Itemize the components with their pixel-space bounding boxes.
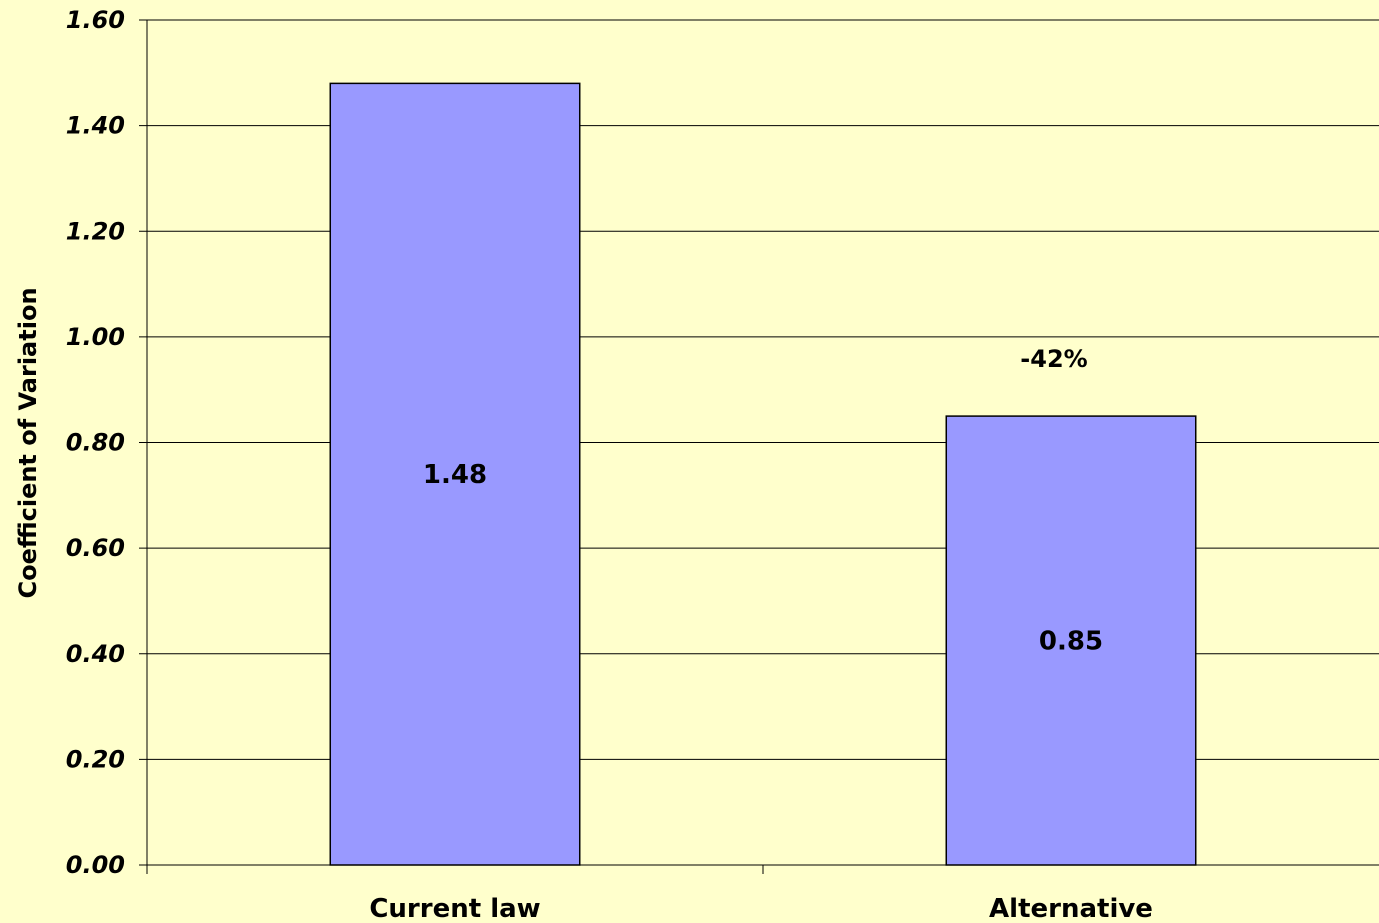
data-label: 0.85 <box>1039 627 1103 657</box>
y-tick-label: 0.80 <box>66 429 125 457</box>
y-tick-label: 1.40 <box>66 112 125 140</box>
bars <box>329 82 1197 866</box>
axes <box>139 19 1379 874</box>
y-tick-label: 1.00 <box>66 323 125 351</box>
y-tick-label: 1.60 <box>66 6 125 34</box>
x-category-label: Alternative <box>989 894 1153 923</box>
y-tick-label: 1.20 <box>66 217 125 245</box>
y-tick-label: 0.00 <box>66 851 125 879</box>
y-tick-label: 0.20 <box>66 745 125 773</box>
change-annotation: -42% <box>1020 345 1087 373</box>
data-label: 1.48 <box>423 460 487 490</box>
labels: 0.00 0.20 0.40 0.60 0.80 1.00 1.20 1.40 1.60 1.48… <box>66 6 1153 923</box>
bar <box>329 82 581 866</box>
y-tick-label: 0.60 <box>66 534 125 562</box>
bar <box>945 415 1197 866</box>
y-tick-label: 0.40 <box>66 640 125 668</box>
x-category-label: Current law <box>369 894 540 923</box>
y-axis-title: Coefficient of Variation <box>14 287 42 598</box>
